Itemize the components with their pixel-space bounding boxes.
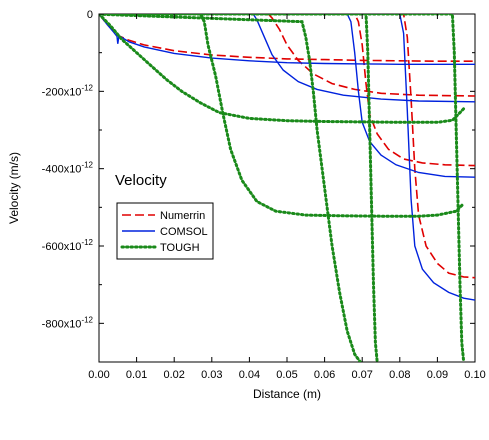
- y-tick-label-2: -400x10-12: [42, 161, 94, 176]
- x-tick-label-10: 0.10: [464, 369, 485, 381]
- series-line-comsol-7: [99, 14, 475, 301]
- series-line-tough-11: [99, 14, 379, 362]
- x-tick-label-0: 0.00: [88, 369, 109, 381]
- x-tick-label-8: 0.08: [389, 369, 410, 381]
- legend-label-numerrin: Numerrin: [160, 210, 205, 222]
- y-axis-label: Velocity (m/s): [7, 152, 21, 224]
- x-tick-label-7: 0.07: [351, 369, 372, 381]
- x-axis-label: Distance (m): [253, 387, 321, 401]
- legend: Numerrin COMSOL TOUGH: [116, 202, 214, 260]
- series-line-numerrin-1: [99, 14, 475, 97]
- series-line-tough-9: [99, 14, 466, 218]
- x-tick-label-3: 0.03: [201, 369, 222, 381]
- series-line-tough-12: [99, 14, 466, 362]
- y-tick-label-3: -600x10-12: [42, 238, 94, 253]
- series-line-tough-10: [99, 14, 362, 362]
- x-tick-label-6: 0.06: [314, 369, 335, 381]
- chart-annotation: Velocity: [115, 172, 167, 189]
- legend-label-tough: TOUGH: [160, 242, 200, 254]
- y-tick-label-1: -200x10-12: [42, 83, 94, 98]
- y-tick-label-4: -800x10-12: [42, 315, 94, 330]
- series-layer: [99, 14, 475, 362]
- legend-label-comsol: COMSOL: [160, 226, 208, 238]
- y-tick-label-0: 0: [87, 9, 93, 21]
- x-tick-label-1: 0.01: [126, 369, 147, 381]
- series-line-numerrin-3: [99, 14, 475, 279]
- series-line-tough-8: [99, 14, 466, 124]
- series-line-numerrin-2: [99, 14, 475, 167]
- series-line-comsol-6: [99, 14, 475, 178]
- x-tick-label-9: 0.09: [427, 369, 448, 381]
- tick-layer: 0.00 0.01 0.02 0.03 0.04 0.05 0.06 0.07 0.08 0.09…: [42, 9, 486, 381]
- x-tick-label-2: 0.02: [163, 369, 184, 381]
- plot-area: [98, 13, 476, 363]
- x-tick-label-4: 0.04: [239, 369, 260, 381]
- series-line-comsol-4: [99, 14, 475, 66]
- x-tick-label-5: 0.05: [276, 369, 297, 381]
